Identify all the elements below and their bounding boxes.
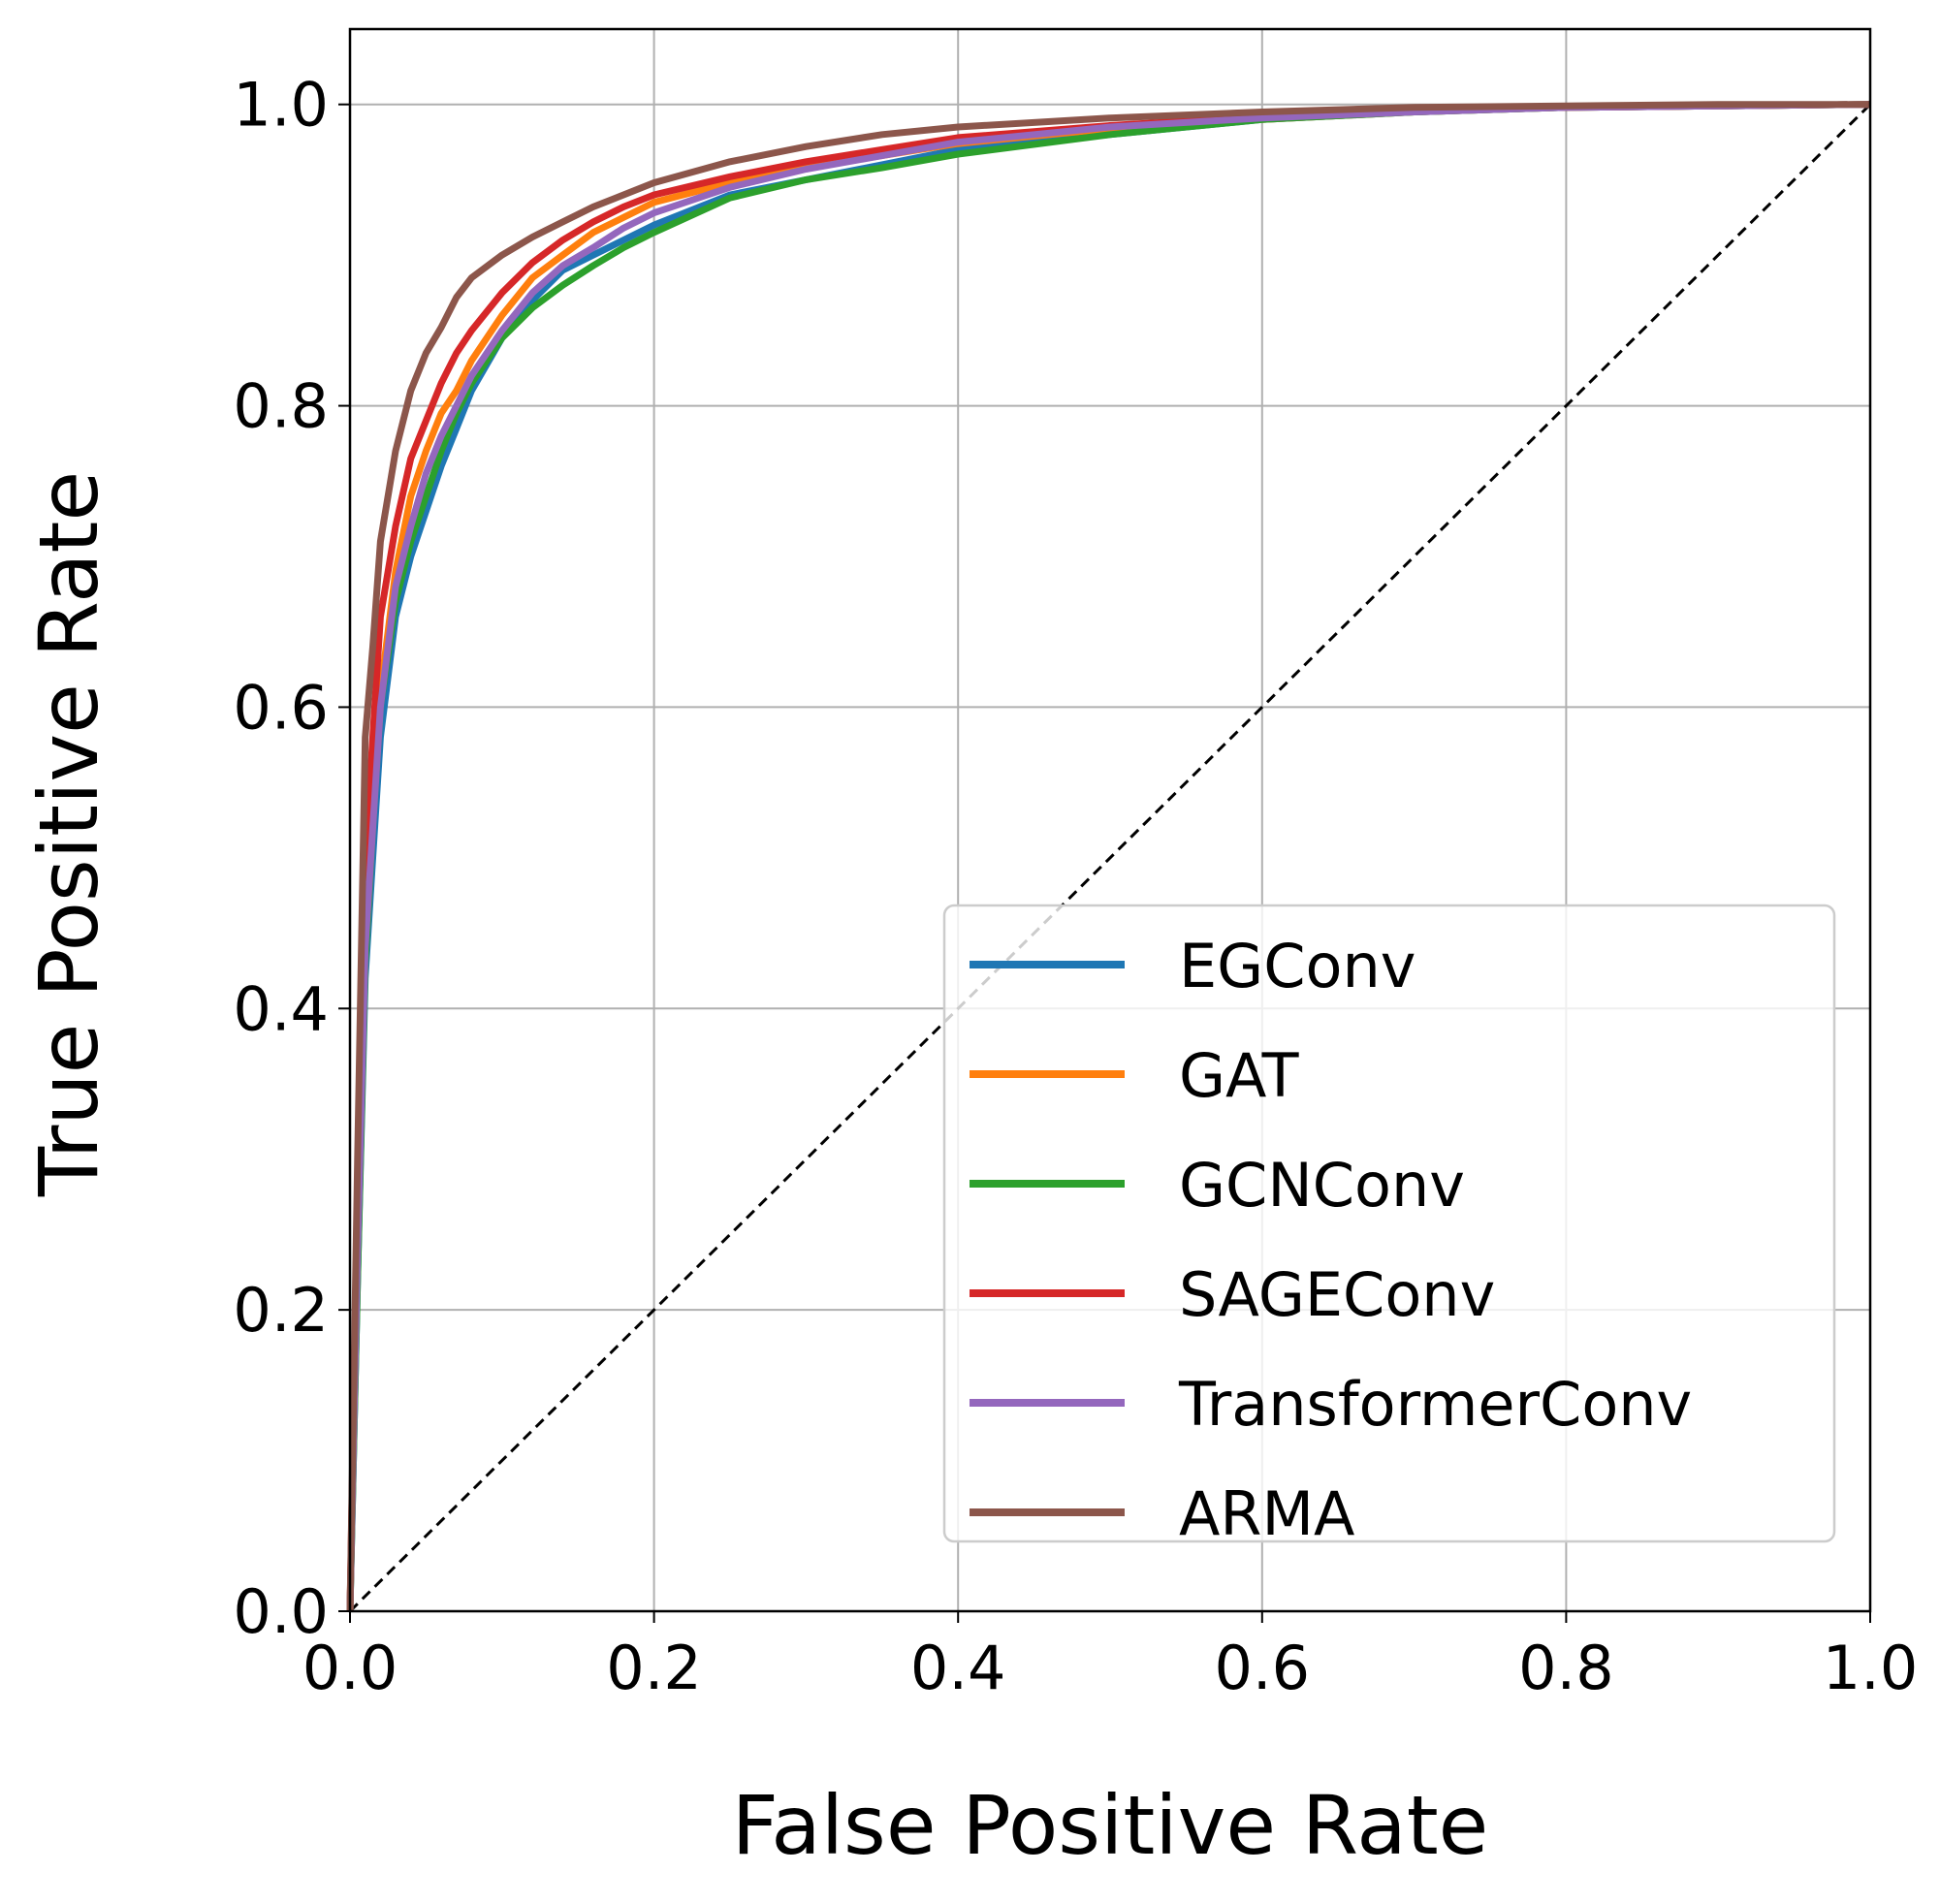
legend-label: GCNConv: [1179, 1150, 1465, 1221]
legend-label: TransformerConv: [1178, 1369, 1692, 1440]
x-tick-label: 0.8: [1518, 1633, 1614, 1703]
plot-frame: [348, 27, 1872, 1613]
x-tick-label: 0.0: [302, 1633, 398, 1703]
y-tick-label: 0.8: [233, 371, 329, 442]
legend-box: [942, 904, 1836, 1543]
ticks: 0.0 0.2 0.4 0.6 0.8 1.0 0.0 0.2 0.4 0.6 0.8 1.0: [233, 70, 1918, 1703]
legend-label: EGConv: [1179, 931, 1415, 1001]
x-tick-label: 0.6: [1214, 1633, 1310, 1703]
y-tick-label: 0.6: [233, 672, 329, 743]
x-tick-label: 1.0: [1823, 1633, 1919, 1703]
y-tick-label: 0.0: [233, 1576, 329, 1647]
x-axis-title: False Positive Rate: [732, 1778, 1489, 1873]
reference-diagonal: [348, 103, 1872, 1613]
y-tick-label: 0.2: [233, 1275, 329, 1346]
x-tick-label: 0.2: [606, 1633, 702, 1703]
legend-label: SAGEConv: [1179, 1259, 1495, 1330]
series-line-arma: [346, 101, 1870, 1612]
y-axis-title: True Positive Rate: [21, 471, 116, 1197]
diagonal-reference-line: [348, 103, 1872, 1613]
legend-label: ARMA: [1179, 1478, 1354, 1549]
y-tick-label: 1.0: [233, 70, 329, 141]
legend-label: GAT: [1179, 1040, 1300, 1111]
series-lines: [346, 101, 1871, 1612]
series-line-transformerconv: [346, 101, 1871, 1612]
x-tick-label: 0.4: [910, 1633, 1006, 1703]
y-tick-label: 0.4: [233, 973, 329, 1044]
grid: [349, 29, 1871, 1612]
legend: EGConv GAT GCNConv SAGEConv TransformerConv A…: [942, 904, 1836, 1549]
plot-border: [348, 27, 1872, 1613]
